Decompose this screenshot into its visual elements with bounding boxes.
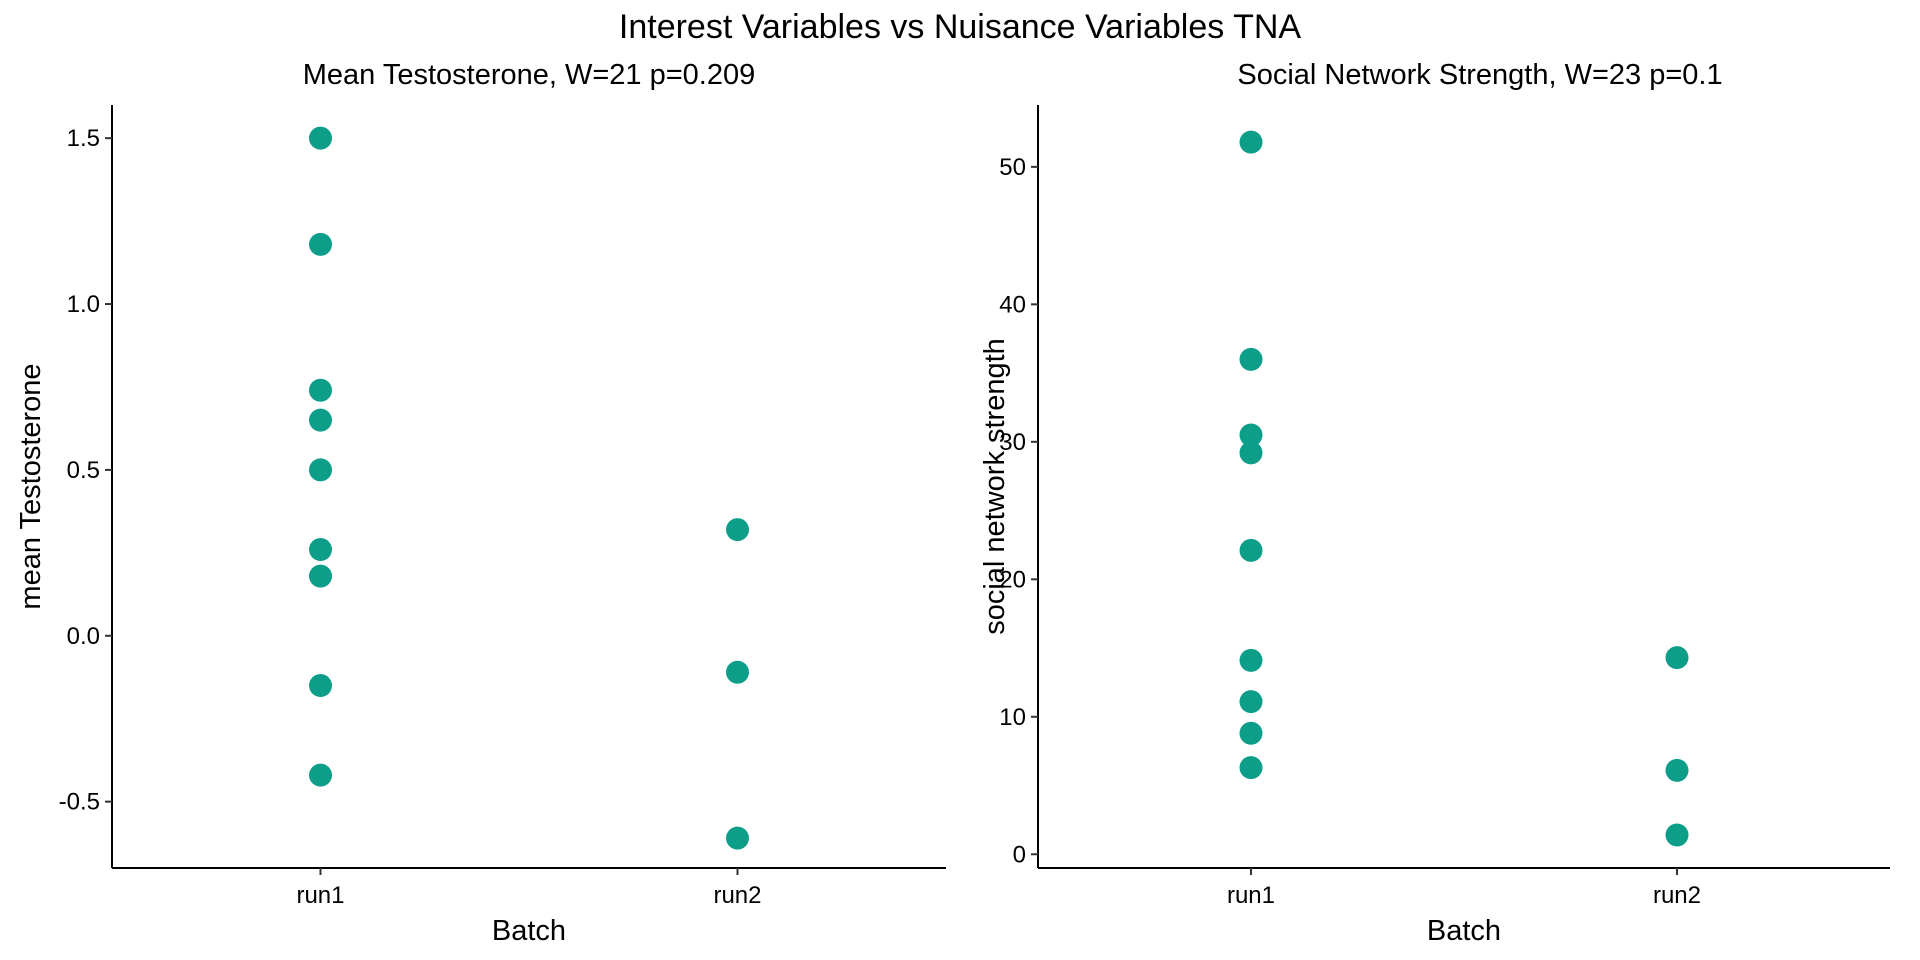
data-point (1239, 423, 1263, 447)
data-point (726, 660, 749, 684)
y-tick-label: 1.5 (67, 125, 100, 152)
y-tick-label: 50 (999, 154, 1026, 181)
x-tick-label: run2 (1653, 882, 1701, 909)
data-point (309, 564, 332, 588)
y-tick-label: 20 (999, 566, 1026, 593)
data-point (309, 378, 332, 402)
panel-1: Mean Testosterone, W=21 p=0.209 -0.5 0.0 0.… (15, 59, 946, 947)
figure-title: Interest Variables vs Nuisance Variables… (619, 8, 1302, 46)
data-point (1239, 690, 1263, 714)
data-point (1665, 823, 1689, 847)
data-point (309, 126, 332, 150)
y-tick-label: 10 (999, 704, 1026, 731)
data-point (309, 232, 332, 256)
y-tick-label: 0 (1013, 841, 1026, 868)
y-axis-title: mean Testosterone (15, 363, 47, 609)
x-axis-title: Batch (492, 915, 566, 947)
y-axis-title: social network strength (979, 338, 1011, 635)
x-tick-label: run1 (1227, 882, 1275, 909)
panel-title: Social Network Strength, W=23 p=0.1 (1237, 59, 1722, 91)
data-point (1239, 441, 1263, 465)
data-point (1239, 721, 1263, 745)
x-tick-label: run1 (296, 882, 344, 909)
data-point (309, 538, 332, 562)
data-point (309, 763, 332, 787)
y-tick-label: 0.0 (67, 623, 100, 650)
data-point (309, 458, 332, 482)
data-point (1239, 756, 1263, 780)
data-point (309, 408, 332, 432)
data-point (309, 674, 332, 698)
x-tick-label: run2 (713, 882, 761, 909)
data-point (726, 518, 749, 542)
x-axis-title: Batch (1427, 915, 1501, 947)
y-tick-label: 1.0 (67, 291, 100, 318)
data-point (1665, 646, 1689, 670)
data-point (1665, 758, 1689, 782)
data-point (726, 826, 749, 850)
panel-2: Social Network Strength, W=23 p=0.1 0 10 20… (979, 59, 1890, 947)
data-point (1239, 347, 1263, 371)
data-point (1239, 130, 1263, 154)
data-point (1239, 538, 1263, 562)
data-point (1239, 648, 1263, 672)
y-tick-label: -0.5 (59, 789, 100, 816)
y-tick-label: 40 (999, 291, 1026, 318)
panel-title: Mean Testosterone, W=21 p=0.209 (303, 59, 756, 91)
y-tick-label: 0.5 (67, 457, 100, 484)
y-tick-label: 30 (999, 429, 1026, 456)
